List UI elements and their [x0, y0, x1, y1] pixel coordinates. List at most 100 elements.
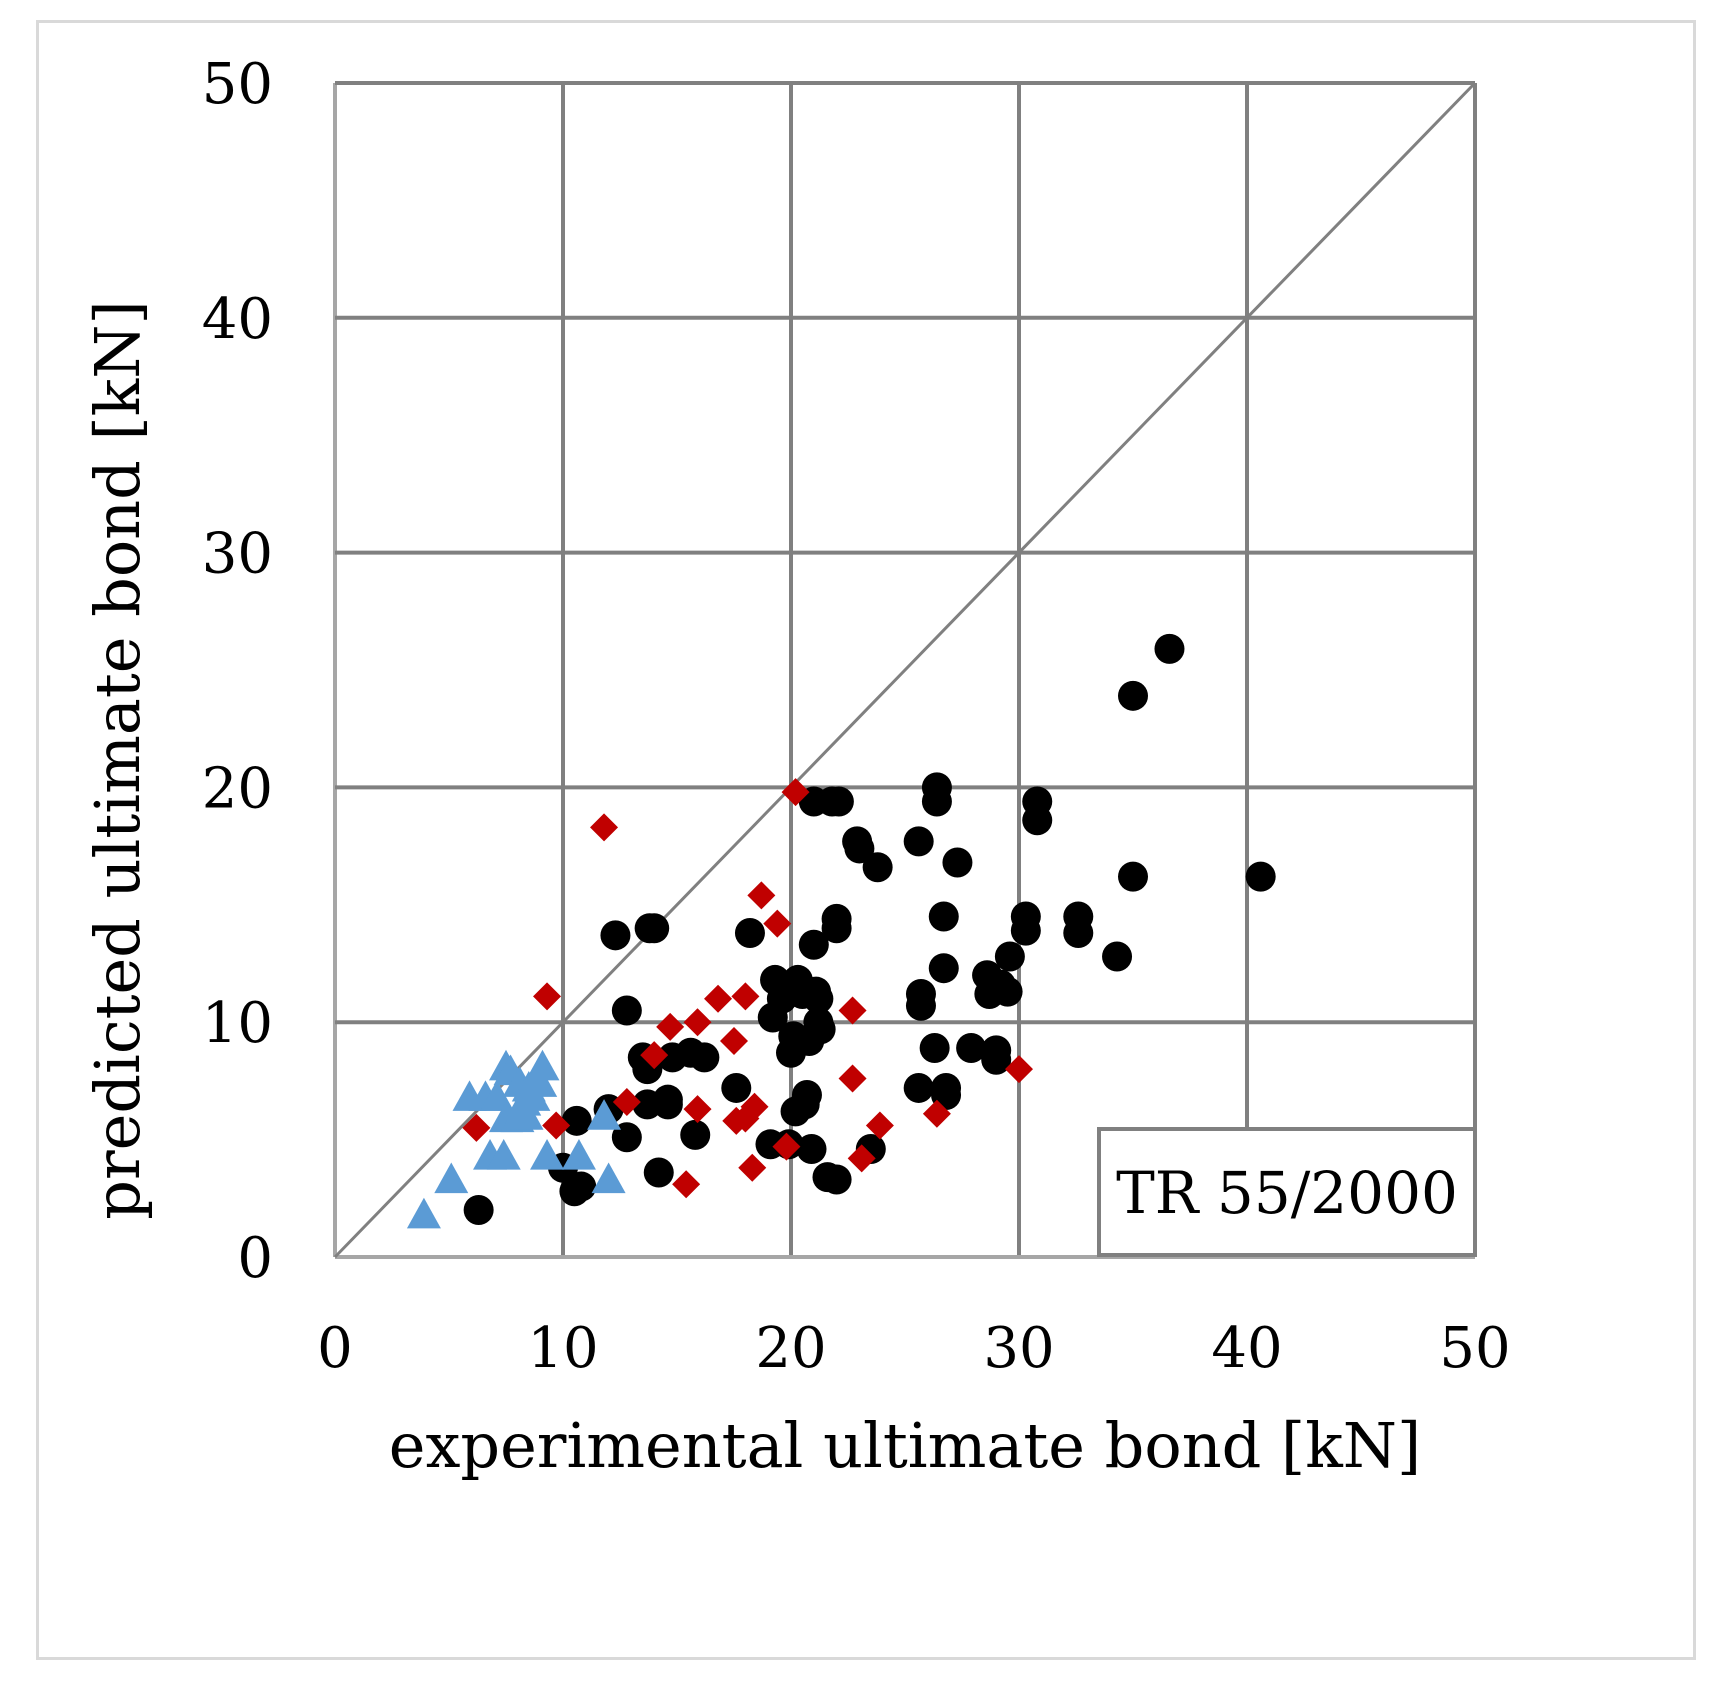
circle-point [956, 1033, 987, 1064]
annotation-box-border [1097, 1127, 1477, 1257]
diamond-point [683, 1095, 712, 1124]
x-axis-title: experimental ultimate bond [kN] [389, 1409, 1421, 1482]
tick-labels: 0 10 20 30 40 50 0 10 20 30 40 50 [202, 52, 1511, 1381]
circle-point [1022, 805, 1053, 836]
circle-point [821, 1164, 852, 1195]
diamond-point [683, 1008, 712, 1037]
chart-frame: 0 10 20 30 40 50 0 10 20 30 40 50 experimental ulti… [36, 20, 1696, 1660]
circle-point [734, 917, 765, 948]
circle-point [652, 1084, 683, 1115]
triangle-point [434, 1162, 469, 1194]
diamond-point [922, 1099, 951, 1128]
x-tick-label-40: 40 [1211, 1316, 1282, 1381]
circle-point [1118, 861, 1148, 892]
y-tick-label-20: 20 [202, 756, 273, 821]
grid-layer [333, 81, 1477, 1259]
triangle-point [587, 1099, 622, 1130]
circle-point [928, 953, 959, 984]
circle-point [561, 1105, 592, 1136]
circle-point [796, 1133, 827, 1164]
diamond-point [656, 1012, 685, 1041]
triangle-point [591, 1162, 626, 1194]
series-triangles [406, 1049, 626, 1229]
circle-point [992, 976, 1023, 1007]
x-tick-label-50: 50 [1439, 1316, 1510, 1381]
diamond-point [542, 1111, 571, 1140]
x-tick-label-0: 0 [317, 1316, 353, 1381]
diamond-point [838, 996, 867, 1025]
diamond-point [747, 881, 776, 910]
circle-point [803, 983, 834, 1014]
reference-line-y-equals-x [333, 81, 1477, 1259]
circle-point [1118, 680, 1148, 711]
circle-point [903, 1072, 934, 1103]
diamond-point [763, 909, 792, 938]
circle-point [981, 1044, 1012, 1075]
diamond-point [533, 982, 562, 1011]
x-tick-label-20: 20 [755, 1316, 826, 1381]
diamond-point [640, 1041, 669, 1070]
circle-point [680, 1119, 711, 1150]
circle-point [1010, 915, 1041, 946]
circle-point [823, 786, 854, 817]
circle-point [639, 913, 670, 944]
circle-point [611, 995, 642, 1026]
circle-point [821, 913, 852, 944]
circle-point [903, 826, 934, 857]
circle-point [994, 941, 1025, 972]
diamond-point [865, 1111, 894, 1140]
annotation-box: TR 55/2000 [1097, 1127, 1477, 1257]
annotation-label: TR 55/2000 [1116, 1159, 1458, 1227]
x-tick-label-10: 10 [527, 1316, 598, 1381]
circle-point [463, 1195, 494, 1226]
series-diamonds [462, 778, 1033, 1199]
diamond-point [590, 813, 619, 842]
circle-point [921, 786, 952, 817]
circle-point [1102, 941, 1133, 972]
diamond-point [781, 778, 810, 807]
marker-layer [406, 633, 1276, 1229]
circle-point [942, 847, 973, 878]
y-tick-label-40: 40 [202, 287, 273, 352]
y-tick-label-10: 10 [202, 991, 273, 1056]
circle-point [862, 852, 893, 883]
y-tick-label-30: 30 [202, 522, 273, 587]
triangle-point [523, 1066, 558, 1097]
circle-point [1245, 861, 1276, 892]
circle-point [928, 901, 959, 932]
circle-point [721, 1072, 752, 1103]
circle-point [805, 1014, 836, 1045]
triangle-point [486, 1139, 521, 1170]
y-tick-label-0: 0 [237, 1226, 273, 1291]
diamond-point [612, 1088, 641, 1117]
circle-point [1154, 633, 1185, 664]
triangle-point [509, 1099, 544, 1130]
diamond-point [738, 1153, 767, 1182]
circle-point [791, 1079, 822, 1110]
diamond-point [672, 1170, 701, 1199]
diamond-point [720, 1026, 748, 1055]
circle-point [919, 1033, 950, 1064]
diamond-point [847, 1144, 876, 1173]
diamond-point [1005, 1055, 1033, 1084]
y-axis-title: predicted ultimate bond [kN] [81, 300, 154, 1219]
x-tick-label-30: 30 [983, 1316, 1054, 1381]
scatter-plot: 0 10 20 30 40 50 0 10 20 30 40 50 experimental ulti… [81, 52, 1511, 1482]
triangle-point [530, 1139, 565, 1170]
diamond-point [740, 1092, 769, 1121]
triangle-point [406, 1197, 441, 1229]
diamond-point [462, 1113, 491, 1142]
diamond-point [772, 1132, 801, 1161]
diamond-point [838, 1064, 867, 1093]
circle-point [611, 1122, 642, 1153]
y-tick-label-50: 50 [202, 52, 273, 117]
circle-point [905, 990, 936, 1021]
circle-point [1063, 917, 1094, 948]
circle-point [798, 929, 829, 960]
circle-point [600, 920, 631, 951]
circle-point [643, 1157, 674, 1188]
triangle-point [525, 1049, 560, 1081]
diamond-point [704, 984, 733, 1013]
circle-point [844, 833, 875, 864]
diamond-point [731, 982, 760, 1011]
